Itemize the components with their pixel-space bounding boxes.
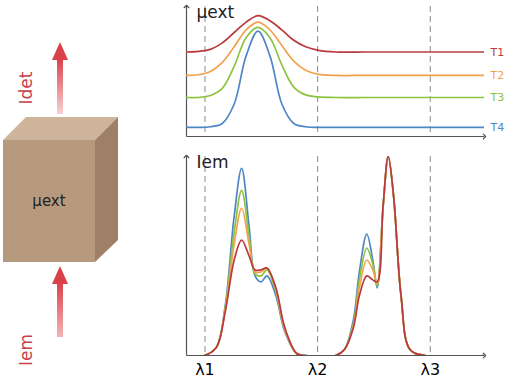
svg-text:Iem: Iem: [197, 152, 229, 172]
svg-text:T2: T2: [490, 69, 505, 82]
svg-text:T4: T4: [490, 121, 505, 134]
svg-text:μext: μext: [197, 2, 235, 22]
svg-text:λ1: λ1: [195, 360, 215, 379]
svg-text:λ3: λ3: [420, 360, 440, 379]
svg-text:Iem: Iem: [16, 334, 36, 366]
svg-text:Idet: Idet: [16, 71, 36, 104]
svg-text:λ2: λ2: [308, 360, 328, 379]
svg-text:T3: T3: [490, 91, 505, 104]
svg-text:T1: T1: [490, 46, 505, 59]
svg-text:μext: μext: [32, 192, 65, 210]
